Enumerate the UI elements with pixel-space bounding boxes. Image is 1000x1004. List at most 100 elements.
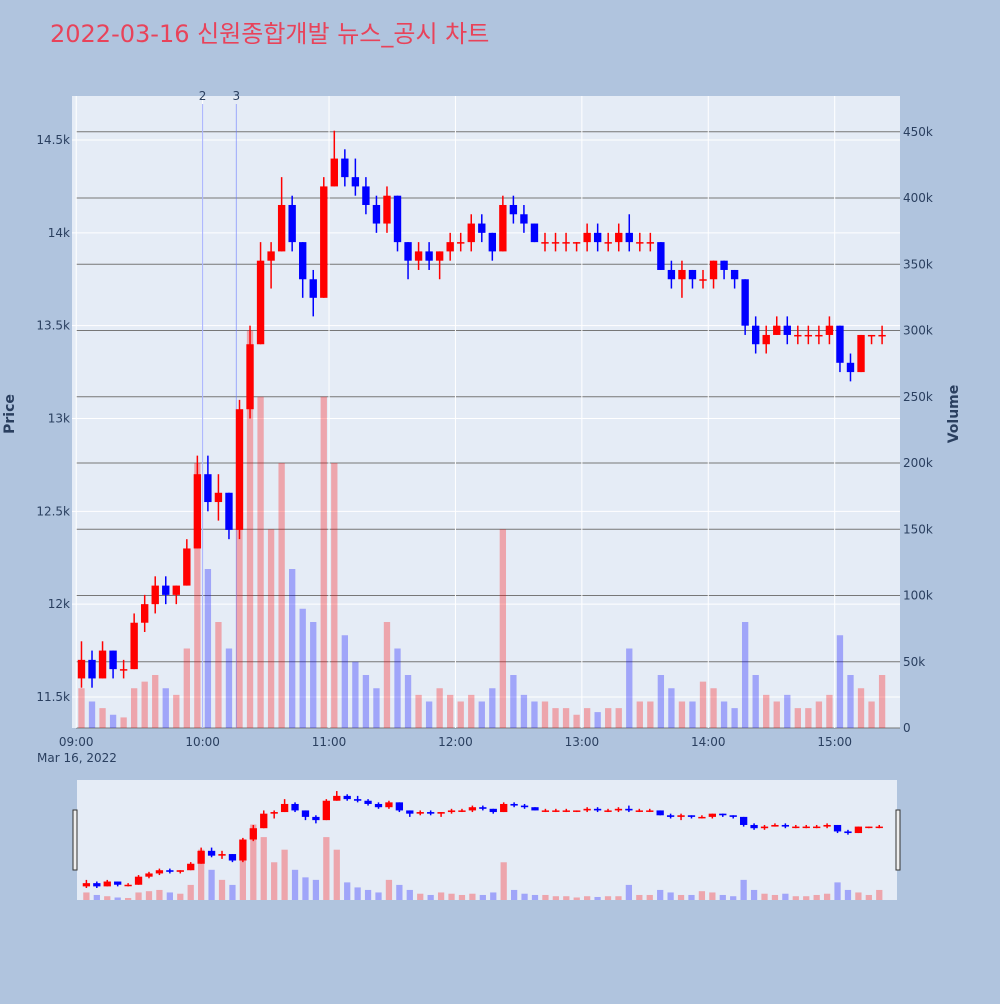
candle-body [124,884,132,887]
volume-bar [383,622,391,728]
candle-body [666,815,675,817]
candle-body [562,242,570,244]
volume-bar [320,396,327,728]
candle-body [301,810,310,817]
volume-bar [124,897,132,900]
volume-bar [562,708,570,728]
candle-body [552,810,560,812]
candle-body [520,214,528,224]
volume-bar [83,892,90,900]
y-tick-label: 11.5k [36,690,70,704]
candle-body [510,803,518,806]
volume-bar [668,688,675,728]
candle-body [309,279,317,298]
volume-bar [594,712,601,728]
candle-body [604,242,612,244]
x-tick-label: 14:00 [691,735,726,749]
volume-bar [784,694,791,728]
volume-bar [657,889,664,900]
y2-tick-label: 200k [903,456,933,470]
range-slider[interactable] [77,780,897,900]
candle-body [468,807,477,811]
volume-bar [625,884,633,900]
slider-handle[interactable] [72,809,78,871]
volume-bar [584,896,591,900]
candle-body [813,826,821,829]
volume-bar [541,701,549,728]
candle-body [288,204,296,243]
volume-bar [204,569,212,728]
volume-bar [531,701,538,728]
volume-bar [552,896,559,900]
candle-body [145,873,153,877]
volume-bar [510,889,518,900]
volume-bar [815,701,823,728]
candle-body [249,828,257,840]
volume-bar [823,893,831,900]
volume-bar [88,701,96,728]
x-tick-label: 10:00 [185,735,220,749]
volume-bar [173,694,180,728]
volume-bar [93,894,100,900]
candle-body [353,799,362,801]
volume-bar [844,889,852,900]
volume-bar [667,892,674,900]
volume-bar [794,708,801,728]
candle-body [235,409,244,530]
volume-bar [782,893,789,900]
volume-bar [752,675,759,728]
candle-body [383,195,391,224]
volume-bar [826,694,833,728]
volume-bar [215,622,222,728]
candle-body [218,854,226,856]
y-tick-label: 12k [48,597,70,611]
volume-bar [720,701,728,728]
volume-bar [698,891,706,900]
volume-bar [427,894,434,900]
volume-bar [457,701,464,728]
volume-bar [750,889,758,900]
candle-body [698,816,706,819]
candle-body [103,881,111,887]
volume-bar [250,824,257,900]
candle-body [446,242,454,252]
volume-bar [469,893,476,900]
candle-body [416,812,424,814]
candle-body [878,334,886,337]
x-date-label: Mar 16, 2022 [37,751,117,765]
volume-bar [719,894,726,900]
candle-body [636,242,644,244]
volume-bar [104,896,111,900]
candle-body [562,810,570,812]
y2-tick-label: 250k [903,390,933,404]
volume-bar [385,879,393,900]
candle-body [541,242,549,244]
candle-body [166,870,174,872]
y2-axis-title: Volume [946,385,962,444]
candle-body [530,223,539,243]
candle-body [730,269,739,280]
candle-body [741,279,749,326]
volume-bar [847,675,854,728]
volume-bar [425,701,433,728]
candle-body [593,808,602,811]
candle-body [197,850,205,864]
candle-body [320,186,328,298]
candle-body [239,839,247,861]
candle-body [312,816,320,821]
candle-body [583,808,591,811]
candle-body [414,251,423,261]
candle-body [82,883,91,887]
volume-bar [354,887,361,900]
candle-body [593,232,602,243]
candle-body [541,810,550,812]
volume-bar [312,879,320,900]
volume-bar [236,489,243,728]
volume-bar [657,675,665,728]
candle-body [187,863,195,871]
volume-bar [688,894,695,900]
candle-body [162,585,170,595]
candle-body [823,824,831,827]
slider-handle[interactable] [895,809,901,871]
x-tick-label: 12:00 [438,735,473,749]
